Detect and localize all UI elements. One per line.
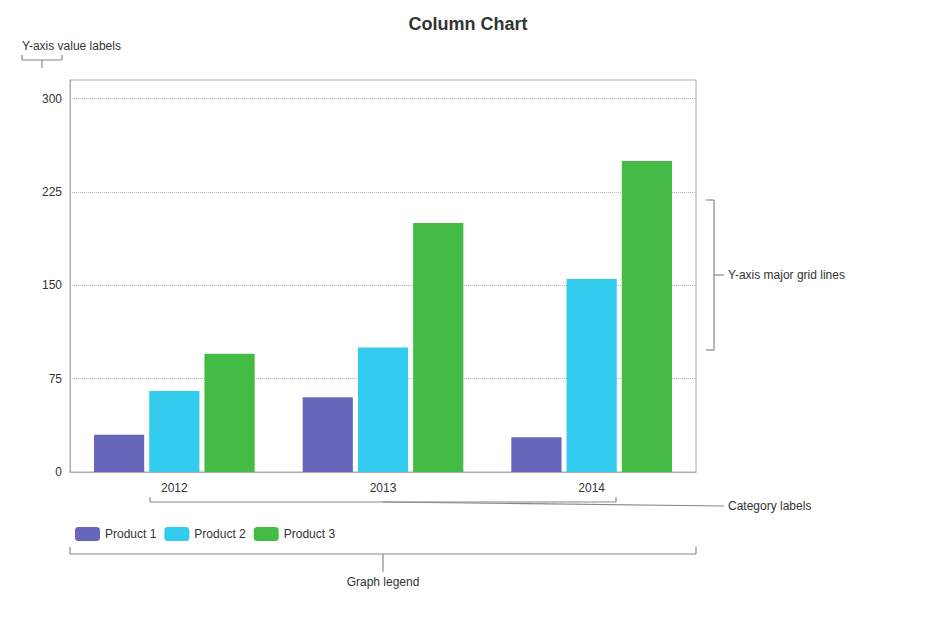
svg-text:2013: 2013 [370,481,397,495]
svg-text:225: 225 [42,185,62,199]
svg-text:Product 2: Product 2 [194,527,246,541]
svg-text:Product 3: Product 3 [284,527,336,541]
svg-text:0: 0 [55,465,62,479]
svg-text:Product 1: Product 1 [105,527,157,541]
svg-text:Graph legend: Graph legend [347,575,420,589]
svg-text:Y-axis value labels: Y-axis value labels [22,39,121,53]
svg-text:2014: 2014 [578,481,605,495]
svg-text:Column Chart: Column Chart [409,14,528,34]
svg-text:75: 75 [49,372,63,386]
svg-text:2012: 2012 [161,481,188,495]
svg-text:Category labels: Category labels [728,499,811,513]
svg-text:300: 300 [42,92,62,106]
svg-text:150: 150 [42,278,62,292]
svg-text:Y-axis major grid lines: Y-axis major grid lines [728,268,845,282]
